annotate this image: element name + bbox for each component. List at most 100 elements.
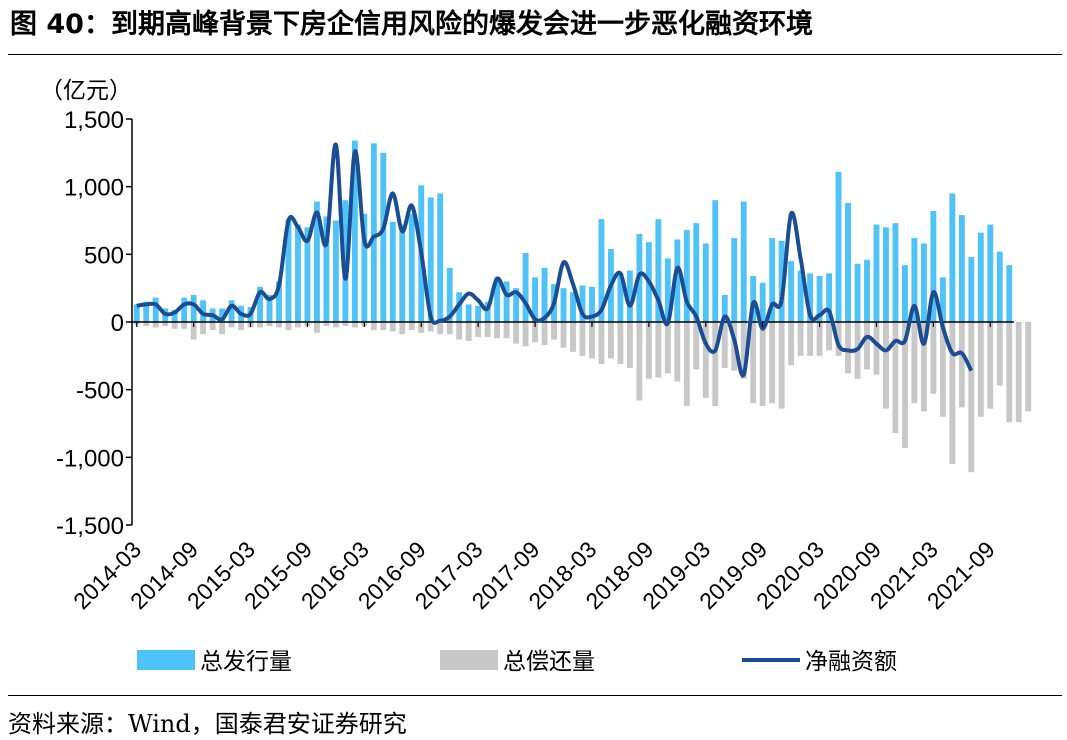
repayment-bar bbox=[797, 322, 804, 356]
y-unit-label: （亿元） bbox=[40, 78, 132, 104]
issuance-bar bbox=[721, 294, 728, 322]
issuance-bar bbox=[219, 308, 226, 322]
repayment-bar bbox=[370, 322, 377, 331]
issuance-bar bbox=[475, 305, 482, 322]
issuance-bar bbox=[143, 301, 150, 322]
issuance-bar bbox=[788, 261, 795, 322]
repayment-bar bbox=[437, 322, 444, 335]
repayment-bar bbox=[740, 322, 747, 379]
issuance-bar bbox=[323, 216, 330, 322]
issuance-bar bbox=[854, 263, 861, 322]
y-tick-label: 1,000 bbox=[64, 175, 124, 202]
issuance-bar bbox=[380, 152, 387, 322]
repayment-bar bbox=[939, 322, 946, 417]
repayment-bar bbox=[712, 322, 719, 406]
issuance-bar bbox=[513, 288, 520, 322]
issuance-bar bbox=[342, 200, 349, 322]
repayment-bar bbox=[598, 322, 605, 364]
repayment-bar bbox=[513, 322, 520, 344]
issuance-bar bbox=[276, 281, 282, 322]
issuance-bar bbox=[522, 252, 529, 322]
repayment-bar bbox=[484, 322, 491, 337]
repayment-bar bbox=[181, 322, 188, 329]
repayment-bar bbox=[152, 322, 159, 328]
issuance-bar bbox=[257, 286, 263, 322]
repayment-bar bbox=[418, 322, 425, 333]
issuance-bar bbox=[503, 281, 510, 322]
y-tick-label: -1,500 bbox=[56, 513, 124, 540]
issuance-bar bbox=[674, 239, 681, 322]
repayment-bar bbox=[238, 322, 244, 331]
repayment-bar bbox=[257, 322, 263, 328]
issuance-bar bbox=[484, 301, 491, 322]
title-rule bbox=[8, 54, 1062, 55]
repayment-bar bbox=[285, 322, 292, 331]
repayment-bar bbox=[560, 322, 567, 348]
issuance-bar bbox=[826, 273, 832, 322]
repayment-bar bbox=[143, 322, 150, 327]
repayment-bar bbox=[816, 322, 823, 356]
legend-label: 总偿还量 bbox=[503, 649, 595, 675]
repayment-bar bbox=[351, 322, 358, 328]
issuance-bar bbox=[370, 143, 377, 322]
repayment-bar bbox=[883, 322, 889, 409]
issuance-bar bbox=[731, 238, 738, 322]
issuance-bar bbox=[532, 277, 538, 322]
issuance-bar bbox=[285, 219, 292, 322]
issuance-bar bbox=[835, 171, 842, 322]
issuance-bar bbox=[939, 277, 946, 322]
net-financing-line-layer bbox=[136, 142, 974, 378]
repayment-bar bbox=[446, 322, 453, 335]
issuance-bar bbox=[930, 211, 937, 322]
repayment-bar bbox=[380, 322, 387, 331]
issuance-bar bbox=[683, 229, 690, 322]
y-tick-label: 0 bbox=[111, 310, 124, 337]
y-ticks: 1,500 1,000 500 0 -500 -1,000 -1,500 bbox=[56, 107, 132, 540]
issuance-bar bbox=[968, 257, 975, 322]
issuance-bar bbox=[133, 304, 140, 322]
issuance-bar bbox=[560, 288, 567, 322]
repayment-bar bbox=[332, 322, 339, 328]
issuance-bar bbox=[295, 224, 301, 322]
axes bbox=[131, 119, 1014, 525]
repayment-bar bbox=[873, 322, 880, 375]
repayment-bar bbox=[807, 322, 814, 356]
repayment-bar bbox=[1015, 322, 1022, 423]
issuance-bar bbox=[883, 227, 889, 322]
net-financing-line bbox=[136, 142, 974, 378]
repayment-bar bbox=[323, 322, 330, 327]
issuance-bar bbox=[816, 275, 823, 322]
repayment-bar bbox=[162, 322, 169, 327]
repayment-bar bbox=[399, 322, 406, 335]
repayment-bar bbox=[1025, 322, 1032, 412]
issuance-bar bbox=[465, 304, 472, 322]
issuance-bar bbox=[332, 220, 339, 322]
repayment-bar bbox=[465, 322, 472, 341]
repayment-bar bbox=[427, 322, 434, 332]
repayment-bar bbox=[683, 322, 690, 406]
issuance-bar bbox=[570, 292, 576, 322]
issuance-bar bbox=[892, 223, 899, 322]
issuance-bar bbox=[873, 224, 880, 322]
repayment-bar bbox=[475, 322, 482, 337]
repayment-bar bbox=[693, 322, 700, 370]
issuance-bar bbox=[171, 309, 178, 322]
repayment-bar bbox=[958, 322, 965, 408]
repayment-bar bbox=[503, 322, 510, 339]
issuance-bar bbox=[740, 201, 747, 322]
repayment-bar bbox=[219, 322, 226, 335]
y-tick-label: -500 bbox=[76, 378, 124, 405]
issuance-bar bbox=[190, 294, 197, 322]
repayment-bar bbox=[589, 322, 595, 359]
repayment-bar bbox=[608, 322, 614, 359]
repayment-bar bbox=[977, 322, 984, 417]
repayment-bar bbox=[276, 322, 282, 328]
repayment-bar bbox=[996, 322, 1003, 386]
issuance-bar bbox=[494, 277, 501, 322]
issuance-bar bbox=[446, 267, 453, 322]
repayment-bar bbox=[541, 322, 548, 346]
repayment-bar bbox=[551, 322, 557, 340]
issuance-bar bbox=[902, 265, 908, 322]
issuance-bar bbox=[361, 213, 368, 322]
repayment-bar bbox=[190, 322, 197, 340]
